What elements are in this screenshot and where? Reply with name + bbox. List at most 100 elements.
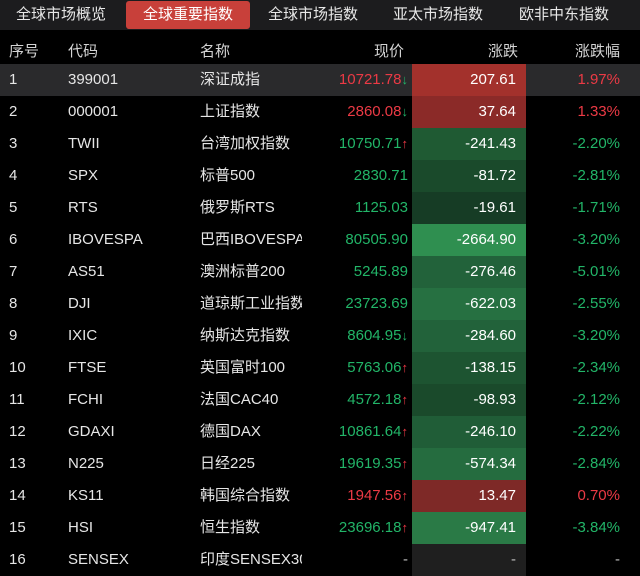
header-name[interactable]: 名称 <box>200 43 231 60</box>
row-price-value: 1125.03 <box>354 199 408 216</box>
table-row[interactable]: 15 HSI 恒生指数 23696.18↑ -947.41 -3.84% <box>0 512 640 544</box>
row-price: 8604.95↓ <box>304 320 410 352</box>
row-seq: 1 <box>9 71 18 88</box>
row-change: -284.60 <box>412 320 526 352</box>
row-name: 法国CAC40 <box>200 391 279 408</box>
row-change-percent: -2.22% <box>572 423 620 440</box>
row-change-percent: -5.01% <box>572 263 620 280</box>
row-price: 23723.69 <box>304 288 410 320</box>
arrow-up-icon: ↑ <box>401 488 409 503</box>
table-row[interactable]: 3 TWII 台湾加权指数 10750.71↑ -241.43 -2.20% <box>0 128 640 160</box>
table-row[interactable]: 5 RTS 俄罗斯RTS 1125.03 -19.61 -1.71% <box>0 192 640 224</box>
header-code[interactable]: 代码 <box>68 43 99 60</box>
row-code: FCHI <box>68 391 103 408</box>
row-price-value: 10750.71 <box>338 135 402 152</box>
row-seq: 2 <box>9 103 18 120</box>
row-name: 日经225 <box>200 455 256 472</box>
row-change: -138.15 <box>412 352 526 384</box>
row-price-value: 19619.35 <box>338 455 402 472</box>
table-row[interactable]: 11 FCHI 法国CAC40 4572.18↑ -98.93 -2.12% <box>0 384 640 416</box>
row-name: 标普500 <box>200 167 256 184</box>
row-name: 道琼斯工业指数 <box>200 295 302 312</box>
row-change-percent: 1.33% <box>577 103 620 120</box>
row-seq: 3 <box>9 135 18 152</box>
row-price-value: 1947.56 <box>347 487 402 504</box>
row-change: -574.34 <box>412 448 526 480</box>
header-change-percent[interactable]: 涨跌幅 <box>574 43 620 60</box>
arrow-down-icon: ↓ <box>401 104 409 119</box>
row-price-value: 10861.64 <box>338 423 402 440</box>
tab-global-market-indices[interactable]: 全球市场指数 <box>267 6 358 23</box>
row-change-percent: 0.70% <box>577 487 620 504</box>
table-row[interactable]: 2 000001 上证指数 2860.08↓ 37.64 1.33% <box>0 96 640 128</box>
tab-global-overview[interactable]: 全球市场概览 <box>15 6 106 23</box>
row-price: 1125.03 <box>304 192 410 224</box>
row-price: 19619.35↑ <box>304 448 410 480</box>
row-change-percent: -2.34% <box>572 359 620 376</box>
row-change-percent: -3.20% <box>572 327 620 344</box>
table-row[interactable]: 9 IXIC 纳斯达克指数 8604.95↓ -284.60 -3.20% <box>0 320 640 352</box>
table-row[interactable]: 1 399001 深证成指 10721.78↓ 207.61 1.97% <box>0 64 640 96</box>
row-code: SPX <box>68 167 99 184</box>
tab-global-major-indices[interactable]: 全球重要指数 <box>126 1 250 29</box>
row-seq: 10 <box>9 359 26 376</box>
row-price-value: 5245.89 <box>353 263 408 280</box>
arrow-up-icon: ↑ <box>401 392 409 407</box>
arrow-down-icon: ↓ <box>401 72 409 87</box>
row-change: -947.41 <box>412 512 526 544</box>
row-name: 韩国综合指数 <box>200 487 291 504</box>
row-price: 1947.56↑ <box>304 480 410 512</box>
row-code: 000001 <box>68 103 119 120</box>
table-row[interactable]: 13 N225 日经225 19619.35↑ -574.34 -2.84% <box>0 448 640 480</box>
row-change-percent: -3.84% <box>572 519 620 536</box>
row-code: GDAXI <box>68 423 115 440</box>
row-name: 恒生指数 <box>200 519 261 536</box>
header-seq[interactable]: 序号 <box>9 43 40 60</box>
row-price: 80505.90 <box>304 224 410 256</box>
row-name: 纳斯达克指数 <box>200 327 291 344</box>
row-code: RTS <box>68 199 98 216</box>
row-name: 俄罗斯RTS <box>200 199 275 216</box>
table-row[interactable]: 6 IBOVESPA 巴西IBOVESPA 80505.90 -2664.90 -3.20… <box>0 224 640 256</box>
row-change: - <box>412 544 526 576</box>
table-row[interactable]: 16 SENSEX 印度SENSEX30- - - <box>0 544 640 576</box>
row-price-value: 10721.78 <box>338 71 402 88</box>
row-code: IXIC <box>68 327 98 344</box>
table-row[interactable]: 8 DJI 道琼斯工业指数 23723.69 -622.03 -2.55% <box>0 288 640 320</box>
row-seq: 4 <box>9 167 18 184</box>
row-seq: 12 <box>9 423 26 440</box>
row-seq: 8 <box>9 295 18 312</box>
table-row[interactable]: 7 AS51 澳洲标普200 5245.89 -276.46 -5.01% <box>0 256 640 288</box>
table-row[interactable]: 4 SPX 标普500 2830.71 -81.72 -2.81% <box>0 160 640 192</box>
tab-emea-indices[interactable]: 欧非中东指数 <box>518 6 609 23</box>
row-seq: 13 <box>9 455 26 472</box>
row-price: 5763.06↑ <box>304 352 410 384</box>
row-price-value: 5763.06 <box>347 359 402 376</box>
table-row[interactable]: 12 GDAXI 德国DAX 10861.64↑ -246.10 -2.22% <box>0 416 640 448</box>
header-change[interactable]: 涨跌 <box>487 43 518 60</box>
row-price-value: 23696.18 <box>338 519 402 536</box>
row-name: 深证成指 <box>200 71 261 88</box>
table-row[interactable]: 14 KS11 韩国综合指数 1947.56↑ 13.47 0.70% <box>0 480 640 512</box>
row-change: -81.72 <box>412 160 526 192</box>
row-change-percent: -2.12% <box>572 391 620 408</box>
row-change-percent: -2.84% <box>572 455 620 472</box>
row-price: 5245.89 <box>304 256 410 288</box>
row-name: 德国DAX <box>200 423 261 440</box>
table-row[interactable]: 10 FTSE 英国富时100 5763.06↑ -138.15 -2.34% <box>0 352 640 384</box>
row-name: 澳洲标普200 <box>200 263 286 280</box>
row-change-percent: -2.81% <box>572 167 620 184</box>
arrow-up-icon: ↑ <box>401 360 409 375</box>
row-seq: 7 <box>9 263 18 280</box>
row-price-value: 2860.08 <box>347 103 402 120</box>
row-seq: 5 <box>9 199 18 216</box>
header-price[interactable]: 现价 <box>373 43 404 60</box>
tab-asia-pacific-indices[interactable]: 亚太市场指数 <box>392 6 483 23</box>
market-tab-bar: 全球市场概览 全球重要指数 全球市场指数 亚太市场指数 欧非中东指数 <box>0 0 640 30</box>
row-name: 巴西IBOVESPA <box>200 231 302 248</box>
row-change-percent: -2.20% <box>572 135 620 152</box>
row-code: KS11 <box>68 487 104 504</box>
arrow-down-icon: ↓ <box>401 328 409 343</box>
row-code: AS51 <box>68 263 105 280</box>
row-price-value: 80505.90 <box>345 231 408 248</box>
